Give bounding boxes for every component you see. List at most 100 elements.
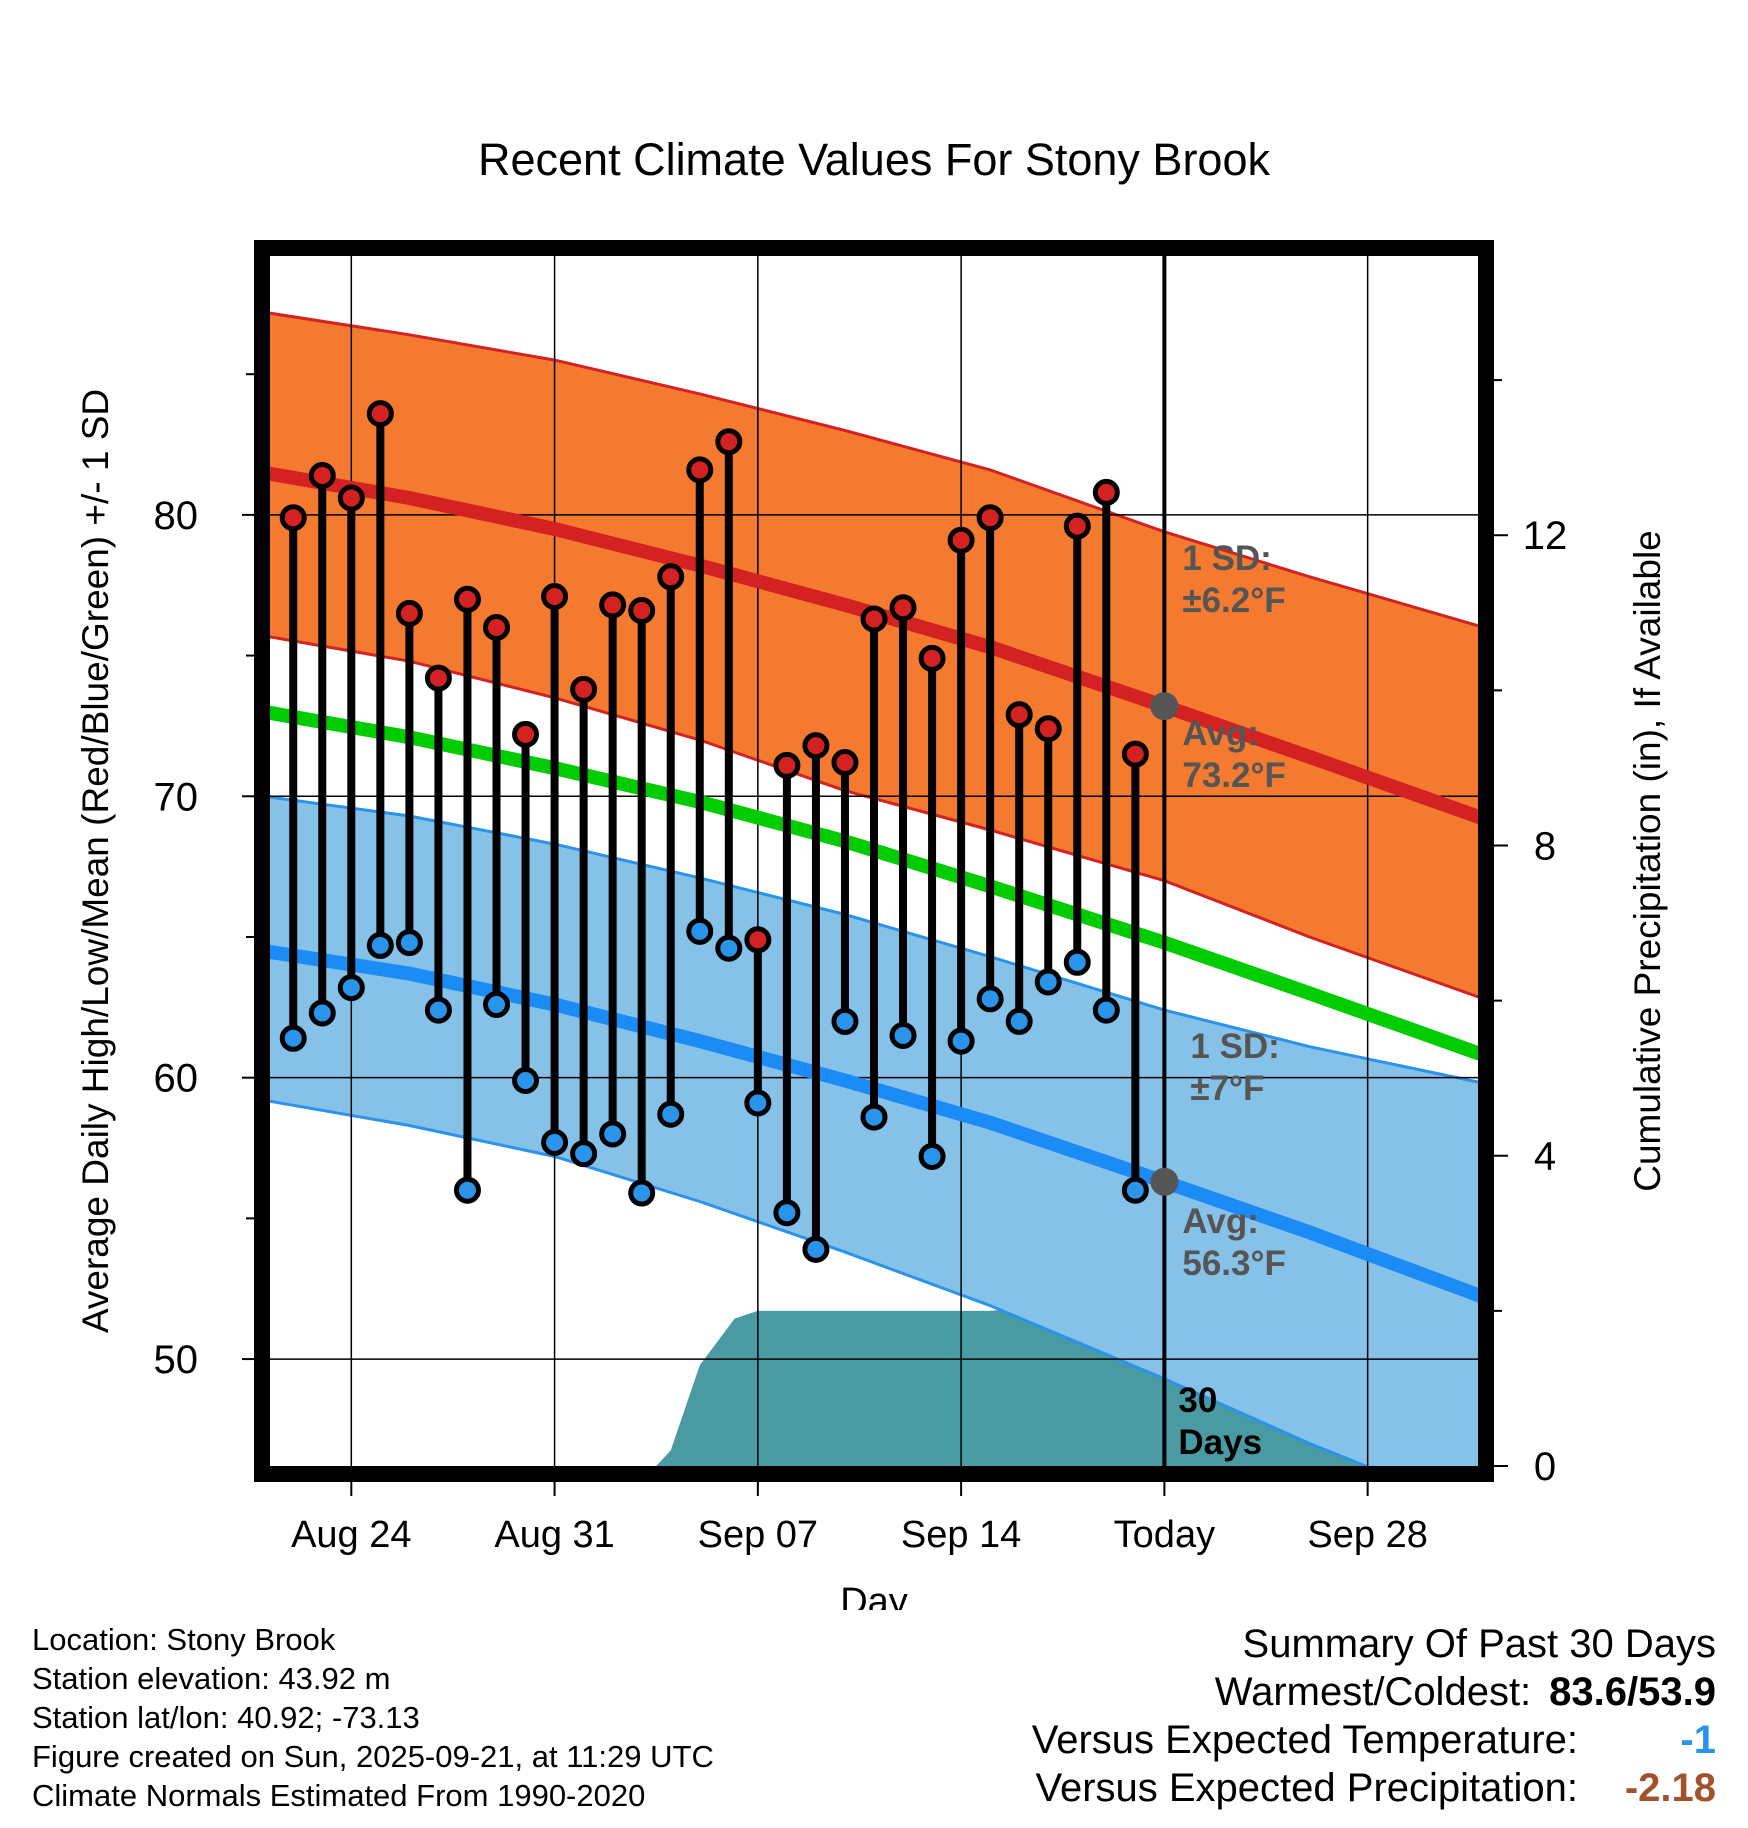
daily-low-point — [1092, 996, 1120, 1024]
today-high-avg-marker — [1150, 692, 1179, 721]
daily-high-point — [976, 504, 1004, 532]
precip-days-label: Days — [1178, 1423, 1262, 1462]
low-avg-value: 56.3°F — [1182, 1244, 1286, 1283]
y2-tick-label: 4 — [1534, 1135, 1556, 1179]
daily-high-point — [686, 456, 714, 484]
y-tick-label: 50 — [154, 1338, 199, 1382]
daily-low-point — [1005, 1007, 1033, 1035]
daily-high-point — [657, 563, 685, 591]
x-tick-label: Aug 31 — [494, 1514, 614, 1556]
daily-high-point — [308, 461, 336, 489]
daily-low-point — [483, 991, 510, 1019]
daily-low-point — [715, 934, 743, 962]
precip-label: Versus Expected Precipitation: — [1035, 1766, 1578, 1810]
daily-high-point — [512, 720, 540, 748]
high-avg-value: 73.2°F — [1182, 756, 1286, 795]
daily-high-point — [279, 504, 307, 532]
x-tick-label: Sep 07 — [698, 1514, 818, 1556]
daily-high-point — [1121, 740, 1149, 768]
warmest-value: 83.6/53.9 — [1549, 1670, 1716, 1714]
daily-high-point — [366, 400, 394, 428]
daily-low-point — [395, 929, 423, 957]
axes: 50 60 70 80 0 4 8 12 Aug 24 Aug 31 Sep 07 Sep 14 Tod… — [154, 373, 1568, 1556]
precip-value: -2.18 — [1624, 1766, 1716, 1810]
daily-low-point — [918, 1142, 946, 1170]
warmest-label: Warmest/Coldest: — [1214, 1670, 1532, 1714]
daily-high-point — [628, 597, 656, 625]
daily-low-point — [366, 931, 394, 959]
daily-high-point — [831, 749, 859, 777]
daily-high-point — [947, 526, 975, 554]
daily-high-point — [395, 599, 423, 627]
daily-high-point — [1034, 715, 1062, 743]
latlon-text: Station lat/lon: 40.92; -73.13 — [32, 1700, 420, 1735]
low-sd-label: 1 SD: — [1190, 1027, 1279, 1066]
daily-low-point — [1121, 1176, 1149, 1204]
y2-axis-label: Cumulative Precipitation (in), If Availa… — [1627, 530, 1668, 1192]
y-tick-label: 80 — [154, 494, 199, 538]
daily-low-point — [308, 999, 336, 1027]
station-info: Location: Stony Brook Station elevation:… — [32, 1620, 714, 1815]
x-tick-label: Aug 24 — [291, 1514, 411, 1556]
chart-title: Recent Climate Values For Stony Brook — [478, 134, 1271, 185]
low-sd-value: ±7°F — [1190, 1069, 1264, 1108]
summary-title: Summary Of Past 30 Days — [1242, 1622, 1716, 1666]
daily-low-point — [831, 1007, 859, 1035]
plot-frame — [254, 240, 1494, 1482]
daily-low-point — [279, 1024, 307, 1052]
high-avg-line — [270, 466, 1478, 825]
high-sd-value: ±6.2°F — [1182, 581, 1285, 620]
daily-high-point — [424, 664, 452, 692]
daily-low-point — [773, 1199, 801, 1227]
precip-days-number: 30 — [1178, 1381, 1217, 1420]
low-sd-lower-line — [270, 1099, 1370, 1466]
y-tick-label: 70 — [154, 775, 199, 819]
low-avg-line — [270, 944, 1478, 1303]
daily-high-point — [570, 675, 598, 703]
daily-low-point — [570, 1140, 598, 1168]
daily-high-point — [802, 732, 830, 760]
daily-high-point — [599, 591, 627, 619]
daily-low-point — [686, 917, 714, 945]
daily-low-point — [453, 1176, 481, 1204]
high-sd-upper-line — [270, 311, 1478, 628]
climate-chart: Recent Climate Values For Stony Brook 1 … — [75, 134, 1668, 1610]
daily-low-point — [1034, 968, 1062, 996]
location-text: Location: Stony Brook — [32, 1622, 336, 1657]
low-avg-label: Avg: — [1182, 1202, 1258, 1241]
daily-low-point — [976, 985, 1004, 1013]
daily-low-point — [889, 1021, 917, 1049]
created-text: Figure created on Sun, 2025-09-21, at 11… — [32, 1739, 714, 1774]
high-sd-label: 1 SD: — [1182, 539, 1271, 578]
daily-low-point — [424, 996, 452, 1024]
daily-high-point — [453, 585, 481, 613]
summary-warmest-row: Warmest/Coldest: 83.6/53.9 — [1032, 1668, 1716, 1716]
daily-low-point — [744, 1089, 772, 1117]
x-tick-label: Sep 14 — [901, 1514, 1021, 1556]
daily-low-point — [860, 1103, 888, 1131]
daily-low-point — [628, 1179, 656, 1207]
y-axis-label: Average Daily High/Low/Mean (Red/Blue/Gr… — [75, 389, 116, 1333]
daily-high-point — [541, 582, 569, 610]
y2-tick-label: 0 — [1534, 1445, 1556, 1489]
today-low-avg-marker — [1150, 1167, 1179, 1196]
normals-text: Climate Normals Estimated From 1990-2020 — [32, 1778, 646, 1813]
y2-tick-label: 12 — [1523, 514, 1568, 558]
x-tick-label: Today — [1114, 1514, 1215, 1556]
daily-low-point — [541, 1128, 569, 1156]
daily-high-point — [1005, 701, 1033, 729]
daily-high-point — [715, 428, 743, 456]
daily-low-point — [337, 974, 365, 1002]
y2-tick-label: 8 — [1534, 824, 1556, 868]
daily-high-point — [860, 605, 888, 633]
daily-high-point — [483, 613, 510, 641]
y-tick-label: 60 — [154, 1057, 199, 1101]
high-avg-label: Avg: — [1182, 714, 1258, 753]
low-sd-band — [270, 797, 1478, 1466]
elevation-text: Station elevation: 43.92 m — [32, 1661, 391, 1696]
summary-precip-row: Versus Expected Precipitation: -2.18 — [1032, 1764, 1716, 1812]
summary-temp-row: Versus Expected Temperature: -1 — [1032, 1716, 1716, 1764]
daily-low-point — [947, 1027, 975, 1055]
